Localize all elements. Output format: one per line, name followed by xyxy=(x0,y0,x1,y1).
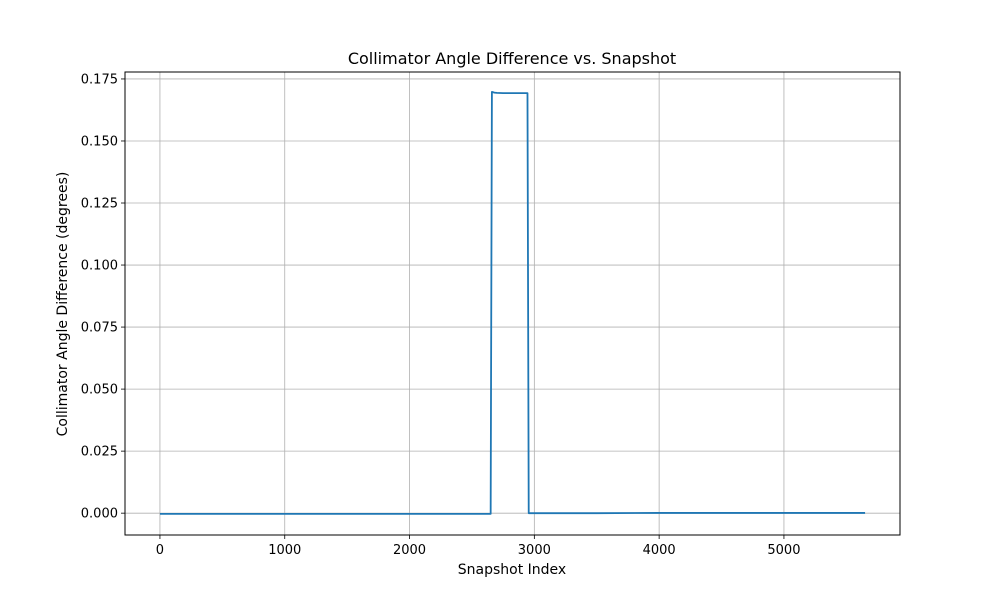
y-tick-label: 0.050 xyxy=(81,383,118,398)
plot-area-frame xyxy=(124,71,901,536)
y-tick-label: 0.125 xyxy=(81,197,118,212)
y-tick-label: 0.000 xyxy=(81,507,118,522)
series-layer xyxy=(159,90,866,515)
y-tick-label: 0.025 xyxy=(81,445,118,460)
x-axis-label: Snapshot Index xyxy=(458,562,566,578)
series-line xyxy=(159,90,866,515)
x-tick-label: 2000 xyxy=(393,543,426,558)
y-tick-label: 0.075 xyxy=(81,321,118,336)
x-tick-label: 0 xyxy=(156,543,164,558)
y-axis-label: Collimator Angle Difference (degrees) xyxy=(55,172,71,437)
y-tick-label: 0.175 xyxy=(81,72,118,87)
grid-lines xyxy=(125,72,900,535)
chart-title: Collimator Angle Difference vs. Snapshot xyxy=(348,49,676,68)
axis-ticks: 0 1000 2000 3000 4000 5000 0.000 0.025 0.050 0.07… xyxy=(81,72,801,558)
x-tick-label: 3000 xyxy=(518,543,551,558)
x-tick-label: 4000 xyxy=(643,543,676,558)
y-tick-label: 0.150 xyxy=(81,134,118,149)
x-tick-label: 5000 xyxy=(767,543,800,558)
x-tick-label: 1000 xyxy=(268,543,301,558)
y-tick-label: 0.100 xyxy=(81,259,118,274)
